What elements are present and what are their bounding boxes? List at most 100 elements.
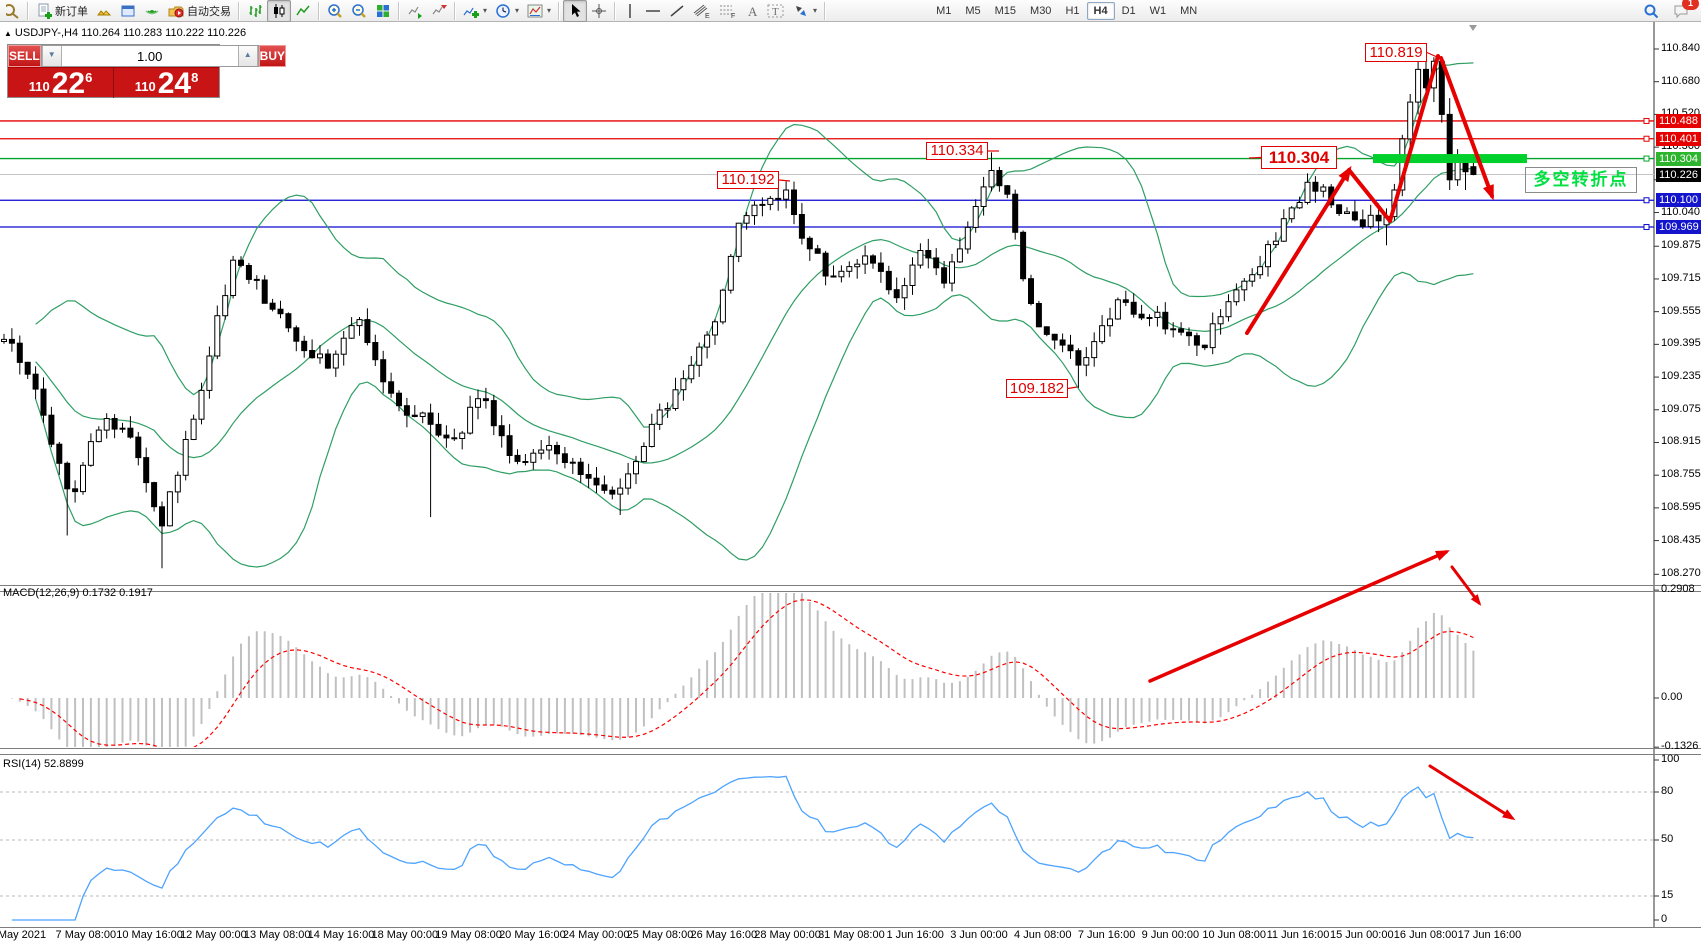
signals-button[interactable]: [140, 0, 164, 22]
text-tool[interactable]: A: [741, 0, 763, 22]
time-axis-label: 15 Jun 00:00: [1329, 929, 1394, 941]
sell-price-prefix: 110: [28, 79, 50, 94]
rsi-indicator-label: RSI(14) 52.8899: [3, 758, 84, 770]
time-axis-label: 20 May 16:00: [499, 929, 566, 941]
toolbar-separator: [454, 1, 456, 20]
buy-button[interactable]: BUY: [258, 45, 287, 67]
text-label-tool[interactable]: T: [763, 0, 789, 22]
template-icon: [527, 3, 543, 19]
label-connector: [1067, 386, 1078, 390]
zoom-out-icon: [351, 3, 367, 19]
time-axis-label: 7 Jun 16:00: [1077, 929, 1136, 941]
support-zone-bar: [1373, 154, 1527, 164]
time-axis-label: 16 Jun 08:00: [1393, 929, 1458, 941]
data-window-button[interactable]: [116, 0, 140, 22]
bar-chart-button[interactable]: [243, 0, 267, 22]
trendline-tool[interactable]: [665, 0, 689, 22]
time-axis[interactable]: May 2021 7 May 08:00 10 May 16:00 12 May 00…: [0, 928, 1701, 942]
toolbar-separator: [27, 1, 29, 20]
toolbar-separator: [558, 1, 561, 20]
label-connector: [1248, 156, 1262, 159]
timeframe-w1[interactable]: W1: [1149, 4, 1167, 17]
timeframe-d1[interactable]: D1: [1121, 4, 1136, 17]
tile-windows-button[interactable]: [371, 0, 395, 22]
search-button[interactable]: [1639, 0, 1663, 22]
annotation-note[interactable]: 多空转折点: [1525, 167, 1637, 193]
bollinger-band: [35, 271, 1474, 568]
sell-button[interactable]: SELL: [8, 45, 41, 67]
chart-shift-marker: [1469, 25, 1477, 31]
symbol-info-line[interactable]: ▲ USDJPY-,H4 110.264 110.283 110.222 110.…: [4, 27, 246, 39]
buy-price-big: 24: [157, 67, 192, 100]
volume-input[interactable]: [61, 46, 238, 66]
new-order-icon: [36, 3, 52, 19]
hline-handle: [1643, 155, 1650, 162]
time-axis-label: 26 May 16:00: [690, 929, 758, 941]
periods-button[interactable]: ▾: [491, 0, 523, 22]
timeframe-m30[interactable]: M30: [1030, 4, 1052, 17]
indicators-button[interactable]: ▾: [459, 0, 491, 22]
equidistant-channel-tool[interactable]: E: [689, 0, 715, 22]
new-order-button[interactable]: 新订单: [32, 0, 92, 22]
zoom-out-button[interactable]: [347, 0, 371, 22]
cursor-tool-button[interactable]: [563, 0, 588, 22]
toolbar-separator: [318, 1, 320, 20]
annotation-arrow: [1428, 764, 1514, 820]
line-chart-button[interactable]: [291, 0, 315, 22]
timeframe-h1[interactable]: H1: [1065, 4, 1080, 17]
timeframe-mn[interactable]: MN: [1180, 4, 1198, 17]
volume-increase-button[interactable]: ▲: [237, 46, 258, 66]
sell-price[interactable]: 110 22 6: [8, 67, 113, 100]
autotrading-button[interactable]: 自动交易: [164, 0, 235, 22]
window-icon: [120, 3, 136, 19]
time-axis-label: 13 May 08:00: [243, 929, 311, 941]
timeframe-m15[interactable]: M15: [994, 4, 1017, 17]
toolbar-separator: [398, 1, 400, 20]
time-axis-label: 10 Jun 08:00: [1202, 929, 1266, 941]
volume-stepper: ▼ ▲: [40, 45, 259, 67]
crosshair-tool-button[interactable]: [587, 0, 611, 22]
time-axis-label: 28 May 00:00: [754, 929, 821, 941]
timeframe-m1[interactable]: M1: [936, 4, 952, 17]
time-axis-label: 31 May 08:00: [818, 929, 885, 941]
vertical-line-icon: [623, 3, 637, 19]
clipped-toolbar-button[interactable]: [2, 0, 24, 22]
clock-icon: [495, 3, 511, 19]
auto-scroll-icon: [407, 3, 423, 19]
time-axis-label: 3 Jun 00:00: [950, 929, 1008, 941]
fibonacci-tool[interactable]: F: [715, 0, 741, 22]
chart-shift-icon: [431, 3, 447, 19]
chevron-down-icon: ▾: [483, 6, 488, 15]
hline-handle: [1643, 224, 1650, 231]
candlestick-chart-button[interactable]: [267, 0, 291, 22]
arrows-icon: [793, 3, 809, 19]
tile-windows-icon: [375, 3, 391, 19]
buy-price[interactable]: 110 24 8: [114, 67, 219, 100]
volume-decrease-button[interactable]: ▼: [41, 46, 62, 66]
auto-scroll-button[interactable]: [403, 0, 427, 22]
crosshair-icon: [591, 3, 607, 19]
timeframe-h4[interactable]: H4: [1086, 1, 1115, 20]
magnifier-partial-icon: [6, 3, 20, 19]
market-gold-button[interactable]: [92, 0, 116, 22]
chevron-down-icon: ▾: [515, 6, 520, 15]
symbol-info-text: USDJPY-,H4 110.264 110.283 110.222 110.2…: [14, 27, 247, 39]
price-divider: [113, 68, 114, 98]
zoom-in-icon: [327, 3, 343, 19]
hline-handle: [1643, 135, 1650, 142]
horizontal-line-tool[interactable]: [641, 0, 665, 22]
time-axis-label: 14 May 16:00: [307, 929, 375, 941]
buy-price-sup: 8: [191, 70, 199, 85]
chart-shift-button[interactable]: [427, 0, 451, 22]
timeframe-m5[interactable]: M5: [965, 4, 981, 17]
templates-button[interactable]: ▾: [523, 0, 555, 22]
sell-price-big: 22: [51, 67, 86, 100]
zoom-in-button[interactable]: [323, 0, 347, 22]
arrows-tool[interactable]: ▾: [789, 0, 821, 22]
time-axis-label: 11 Jun 16:00: [1266, 929, 1330, 941]
chat-button[interactable]: 1: [1669, 0, 1699, 22]
vertical-line-tool[interactable]: [619, 0, 641, 22]
macd-signal-line: [19, 599, 1474, 747]
